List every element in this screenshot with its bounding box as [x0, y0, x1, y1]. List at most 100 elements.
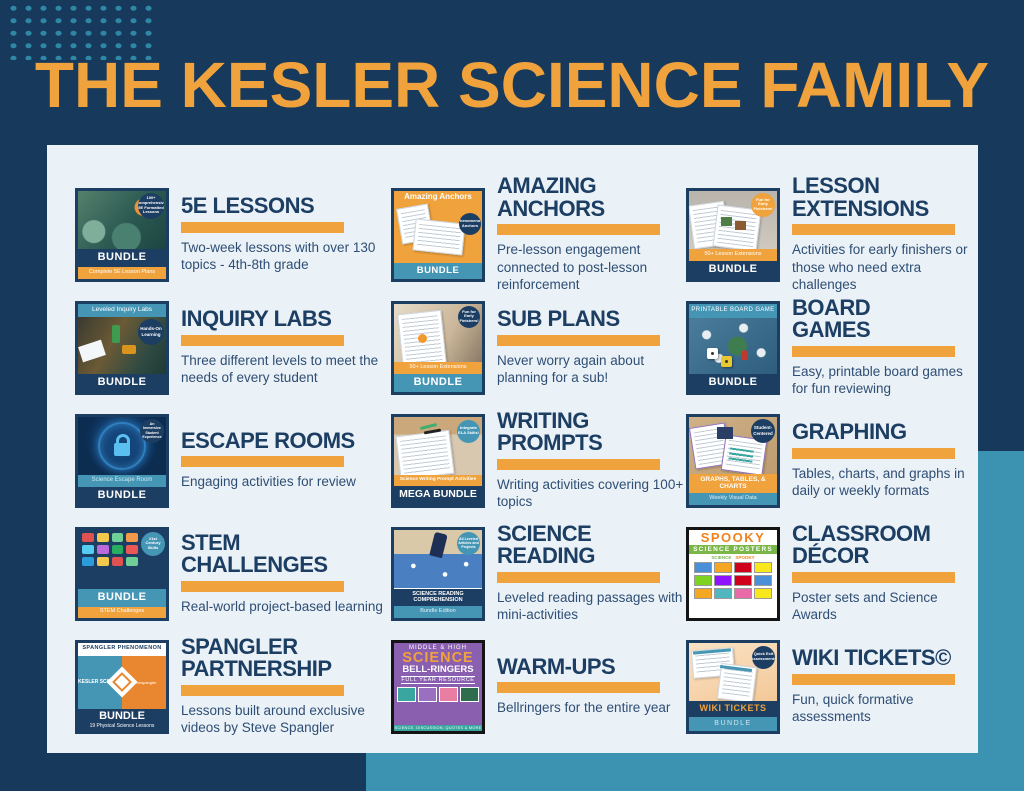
product-title: SPANGLER PARTNERSHIP	[181, 634, 332, 682]
amber-art	[122, 344, 136, 354]
thumb-strip: SCIENCE, DISCUSSION, QUOTES & MORE	[394, 724, 482, 731]
thumb-strip: 50+ Lesson Extensions	[689, 248, 777, 261]
thumb-header: Amazing Anchors	[404, 191, 472, 201]
product-thumbnail: 21st Century Skills BUNDLE STEM Challeng…	[75, 526, 169, 621]
color-tile	[439, 686, 458, 702]
bundle-label: BUNDLE	[78, 588, 166, 607]
product-card-5e-lessons: 100+ Comprehensive 5E Formatted Lessons …	[75, 178, 391, 291]
product-info: 5E LESSONS Two-week lessons with over 13…	[169, 193, 391, 274]
color-tile	[126, 556, 138, 566]
thumbnail-art: Integrate ELA Skills!	[394, 416, 482, 475]
teal-accent-block-bottom	[366, 753, 1024, 791]
color-tile	[460, 686, 479, 702]
product-title: 5E LESSONS	[181, 193, 315, 219]
thumb-badge: Hands-On Learning	[138, 318, 164, 345]
mini-label: SPOOKY	[735, 554, 755, 560]
product-description: Three different levels to meet the needs…	[181, 352, 379, 386]
thumbnail-art	[689, 317, 777, 374]
thumb-strip: SCIENCE POSTERS	[689, 544, 777, 554]
doodle-background-art	[394, 554, 482, 589]
bottle-art	[112, 324, 120, 343]
title-underline	[181, 456, 344, 468]
thumbnail-art: Student-Centered	[689, 416, 777, 474]
product-description: Bellringers for the entire year	[497, 700, 671, 716]
bundle-label: BUNDLE	[689, 373, 777, 392]
product-title: LESSON EXTENSIONS	[792, 173, 929, 221]
color-tile	[734, 587, 752, 599]
product-description: Fun, quick formative assessments	[792, 691, 914, 725]
product-title: GRAPHING	[792, 419, 907, 445]
product-description: Easy, printable board games for fun revi…	[792, 363, 963, 397]
color-tile	[694, 587, 712, 599]
title-underline	[497, 334, 660, 346]
title-underline	[497, 682, 660, 694]
product-card-lesson-extensions: Fun for Early Finishers! 50+ Lesson Exte…	[686, 173, 974, 292]
product-thumbnail: SPANGLER PHENOMENON KESLER SCIENCE steve…	[75, 639, 169, 734]
color-tile	[126, 532, 138, 542]
product-title: INQUIRY LABS	[181, 306, 332, 332]
color-tile	[82, 544, 94, 554]
thumb-line: FULL YEAR RESOURCE	[401, 675, 475, 684]
title-underline	[792, 224, 955, 236]
color-tile	[126, 544, 138, 554]
color-tile	[694, 561, 712, 573]
product-info: AMAZING ANCHORS Pre-lesson engagement co…	[485, 175, 686, 294]
color-tile	[694, 574, 712, 586]
product-thumbnail: 100+ Comprehensive 5E Formatted Lessons …	[75, 187, 169, 282]
thumbnail-art: 21st Century Skills	[78, 529, 166, 589]
product-thumbnail: An Immersive Student Experience Science …	[75, 413, 169, 508]
thumb-badge: Quick Exit Assessments	[752, 645, 775, 669]
icon-tile-grid	[82, 532, 138, 566]
thumb-substrip: 19 Physical Science Lessons	[89, 722, 155, 729]
title-underline	[181, 684, 344, 696]
product-description: Leveled reading passages with mini-activ…	[497, 589, 683, 623]
title-underline	[181, 580, 344, 592]
bundle-label: BUNDLE	[689, 716, 777, 731]
thumbnail-art: An Immersive Student Experience	[78, 416, 166, 475]
thumbnail-art: 100+ Comprehensive 5E Formatted Lessons	[78, 190, 166, 249]
title-underline	[497, 571, 660, 583]
product-description: Poster sets and Science Awards	[792, 589, 938, 623]
product-title: STEM CHALLENGES	[181, 529, 328, 578]
thumb-strip: Science Writing Prompt Activities	[394, 474, 482, 486]
color-tile	[734, 561, 752, 573]
teal-accent-block-right	[978, 451, 1024, 791]
product-card-escape-rooms: An Immersive Student Experience Science …	[75, 404, 391, 517]
product-info: SPANGLER PARTNERSHIP Lessons built aroun…	[169, 634, 391, 737]
thumb-footer: BUNDLE 19 Physical Science Lessons	[78, 709, 166, 731]
glow-circle-art	[98, 421, 146, 470]
product-title: WIKI TICKETS©	[792, 645, 951, 671]
thumb-substrip: Weekly Visual Data	[689, 492, 777, 505]
product-thumbnail: SPOOKY SCIENCE POSTERS SCIENCE SPOOKY	[686, 526, 780, 621]
product-thumbnail: Quick Exit Assessments WIKI TICKETS BUND…	[686, 639, 780, 734]
color-tile	[714, 561, 732, 573]
color-tile	[111, 544, 124, 554]
thumb-badge: Phenomenon Anchors	[459, 212, 481, 235]
page-title: THE KESLER SCIENCE FAMILY	[34, 49, 990, 121]
thumb-header: Leveled Inquiry Labs	[78, 303, 166, 317]
product-thumbnail: All Leveled Articles and Projects SCIENC…	[391, 526, 485, 621]
thumb-strip: Science Escape Room	[78, 474, 166, 487]
title-underline	[181, 221, 344, 233]
thumbnail-art: Amazing Anchors Phenomenon Anchors	[394, 190, 482, 263]
lock-icon	[114, 434, 130, 456]
title-underline	[792, 571, 955, 583]
color-tile	[96, 544, 109, 554]
dot-art	[418, 333, 427, 343]
product-description: Real-world project-based learning	[181, 598, 383, 614]
dots-pattern	[6, 2, 158, 60]
title-underline	[792, 447, 955, 459]
product-description: Engaging activities for review	[181, 474, 356, 490]
product-card-sub-plans: Fun for Early Finishers! 50+ Lesson Exte…	[391, 291, 686, 404]
thumb-strip: GRAPHS, TABLES, & CHARTS	[689, 473, 777, 493]
bar-chart-art	[728, 446, 754, 465]
product-description: Pre-lesson engagement connected to post-…	[497, 242, 648, 293]
product-card-board-games: PRINTABLE BOARD GAME BUNDLE BOARD GAMES …	[686, 291, 974, 404]
thumb-line: BELL-RINGERS	[402, 664, 474, 675]
product-thumbnail: Leveled Inquiry Labs Hands-On Learning B…	[75, 300, 169, 395]
thumb-header: PRINTABLE BOARD GAME	[689, 303, 777, 318]
photo-square	[721, 216, 732, 226]
product-thumbnail: Integrate ELA Skills! Science Writing Pr…	[391, 413, 485, 508]
product-card-science-reading: All Leveled Articles and Projects SCIENC…	[391, 517, 686, 630]
bundle-label: BUNDLE	[99, 710, 145, 723]
